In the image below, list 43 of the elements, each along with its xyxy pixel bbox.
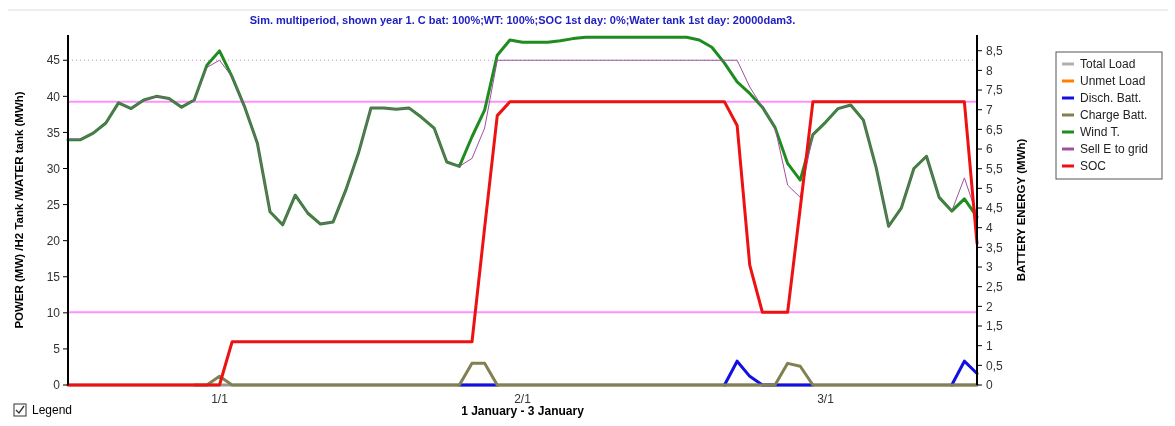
y-tick-label: 5 [53,342,61,357]
y2-tick-label: 8,5 [986,43,1004,58]
y2-tick-label: 4 [986,220,993,235]
chart-title: Sim. multiperiod, shown year 1. C bat: 100%;WT: 100%;SOC 1st day: 0%;Water tank 1st day: 20000dam3. [249,14,796,26]
x-tick-label: 1/1 [211,392,229,406]
y2-tick-label: 4,5 [986,201,1004,216]
legend-label: Charge Batt. [1080,108,1148,123]
x-tick-label: 2/1 [514,392,532,406]
y2-tick-label: 7,5 [986,83,1004,98]
y2-tick-label: 3,5 [986,240,1004,255]
y-axis-title: POWER (MW) /H2 Tank /WATER tank (MWh) [13,91,25,329]
legend-label: Unmet Load [1080,74,1146,89]
y-tick-label: 15 [46,269,61,284]
y-tick-label: 25 [46,197,61,212]
y-tick-label: 45 [46,53,61,68]
y2-tick-label: 5 [986,181,993,196]
y2-tick-label: 2 [986,299,993,314]
y2-tick-label: 1,5 [986,319,1004,334]
y2-tick-label: 3 [986,260,993,275]
y-tick-label: 35 [46,125,61,140]
y2-tick-label: 1 [986,338,993,353]
y-tick-label: 10 [46,306,61,321]
y-tick-label: 40 [46,89,61,104]
y-tick-label: 20 [46,233,61,248]
y-tick-label: 30 [46,161,61,176]
legend-label: Sell E to grid [1080,142,1149,157]
legend-label: Disch. Batt. [1080,91,1142,106]
y2-tick-label: 0,5 [986,358,1004,373]
legend-label: Wind T. [1080,125,1120,140]
y2-tick-label: 2,5 [986,279,1004,294]
x-tick-label: 3/1 [817,392,835,406]
y2-tick-label: 0 [986,378,993,393]
y2-axis-title: BATTERY ENERGY (MWh) [1015,138,1027,282]
y2-tick-label: 5,5 [986,161,1004,176]
legend-label: Total Load [1080,57,1136,72]
legend-label: SOC [1080,159,1107,174]
text: Legend [32,403,73,418]
y2-tick-label: 6 [986,142,993,157]
y2-tick-label: 6,5 [986,122,1004,137]
y-tick-label: 0 [53,378,61,393]
y2-tick-label: 8 [986,63,993,78]
y2-tick-label: 7 [986,102,993,117]
x-axis-title: 1 January - 3 January [461,404,585,418]
